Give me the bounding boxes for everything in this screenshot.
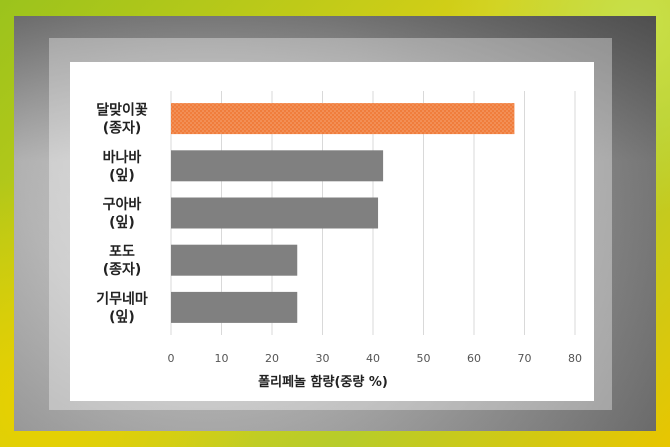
bar	[171, 150, 384, 182]
category-sublabel: (잎)	[109, 215, 135, 231]
category-sublabel: (잎)	[109, 168, 135, 184]
x-tick-label: 60	[467, 352, 481, 365]
x-tick-label: 80	[568, 352, 582, 365]
category-label: 구아바	[103, 196, 142, 213]
bar	[171, 103, 515, 135]
x-tick-label: 50	[417, 352, 431, 365]
category-sublabel: (종자)	[103, 262, 142, 278]
x-tick-label: 30	[316, 352, 330, 365]
category-sublabel: (잎)	[109, 309, 135, 325]
category-label: 달맞이꽃	[96, 102, 148, 119]
bar	[171, 291, 298, 323]
category-label: 포도	[109, 244, 135, 260]
x-tick-label: 20	[265, 352, 279, 365]
x-tick-label: 70	[518, 352, 532, 365]
category-label: 기무네마	[96, 291, 148, 307]
category-label: 바나바	[103, 150, 142, 166]
bar	[171, 244, 298, 276]
category-sublabel: (종자)	[103, 121, 142, 137]
x-tick-label: 40	[366, 352, 380, 365]
x-axis-label: 폴리페놀 함량(중량 %)	[258, 374, 388, 390]
x-tick-label: 0	[168, 352, 175, 365]
bar	[171, 197, 379, 229]
x-tick-label: 10	[215, 352, 229, 365]
